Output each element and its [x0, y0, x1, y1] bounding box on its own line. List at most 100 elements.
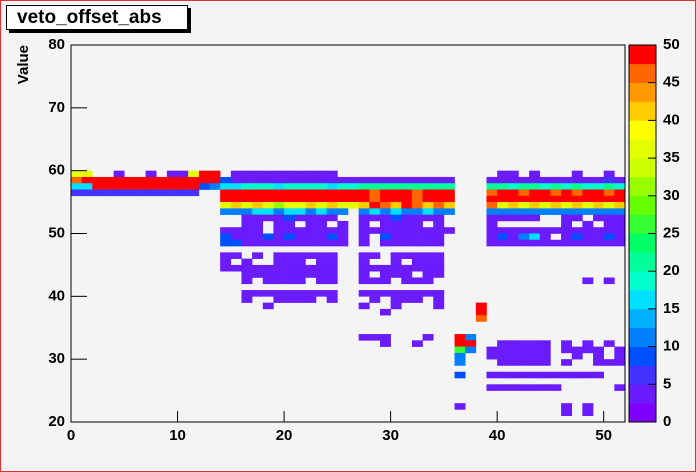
heatmap-cell [337, 233, 349, 241]
heatmap-cell [411, 264, 423, 272]
color-swatch [629, 63, 656, 83]
heatmap-cell [358, 239, 370, 247]
heatmap-cell [497, 195, 509, 203]
heatmap-cell [390, 227, 402, 234]
heatmap-cell [209, 183, 221, 190]
chart-title: veto_offset_abs [17, 7, 162, 28]
heatmap-cell [561, 189, 573, 197]
heatmap-cell [294, 264, 306, 272]
heatmap-cell [294, 176, 306, 184]
heatmap-cell [518, 208, 530, 215]
heatmap-cell [294, 233, 306, 241]
heatmap-cell [465, 334, 477, 341]
heatmap-cell [603, 176, 615, 184]
heatmap-cell [507, 359, 519, 366]
heatmap-cell [230, 176, 242, 184]
heatmap-cell [358, 189, 370, 197]
heatmap-cell [582, 195, 594, 203]
heatmap-cell [348, 176, 359, 184]
heatmap-cell [433, 290, 445, 297]
z-tick-label: 30 [663, 187, 680, 204]
heatmap-cell [326, 233, 338, 241]
heatmap-cell [326, 239, 338, 247]
heatmap-cell [539, 371, 551, 379]
heatmap-cell [316, 271, 327, 278]
heatmap-cell [507, 214, 519, 222]
heatmap-cell [422, 264, 434, 272]
heatmap-cell [252, 220, 264, 228]
heatmap-cell [305, 296, 317, 303]
heatmap-cell [273, 195, 285, 203]
heatmap-cell [454, 334, 466, 341]
heatmap-cell [284, 202, 296, 209]
heatmap-cell [284, 252, 296, 259]
heatmap-cell [326, 258, 338, 266]
heatmap-cell [262, 189, 274, 197]
heatmap-cell [539, 239, 551, 247]
color-swatch [629, 365, 656, 385]
heatmap-cell [379, 220, 391, 228]
heatmap-cell [518, 346, 530, 354]
heatmap-cell [582, 202, 594, 209]
heatmap-cell [529, 384, 541, 391]
heatmap-cell [571, 346, 583, 354]
heatmap-cell [241, 271, 253, 278]
heatmap-cell [252, 214, 264, 222]
heatmap-cell [507, 195, 519, 203]
heatmap-cell [401, 233, 413, 241]
heatmap-cell [507, 183, 519, 190]
heatmap-cell [571, 202, 583, 209]
heatmap-cell [262, 271, 274, 278]
heatmap-cell [145, 170, 157, 178]
heatmap-cell [326, 296, 338, 303]
heatmap-cell [497, 359, 509, 366]
heatmap-cell [358, 176, 370, 184]
heatmap-cell [443, 208, 455, 215]
heatmap-cell [401, 277, 413, 285]
heatmap-cell [379, 340, 391, 347]
heatmap-cell [326, 183, 338, 190]
heatmap-cell [369, 290, 381, 297]
heatmap-cell [358, 220, 370, 228]
color-swatch [629, 346, 656, 366]
x-tick-label: 20 [276, 427, 293, 444]
heatmap-cell [603, 214, 615, 222]
heatmap-cell [337, 202, 349, 209]
heatmap-cell [305, 239, 317, 247]
heatmap-cell [305, 290, 317, 297]
heatmap-cell [220, 176, 232, 184]
heatmap-cell [497, 176, 509, 184]
heatmap-cell [294, 183, 306, 190]
heatmap-cell [529, 170, 541, 178]
heatmap-cell [593, 208, 604, 215]
heatmap-cell [316, 202, 327, 209]
heatmap-cell [390, 176, 402, 184]
heatmap-cell [241, 170, 253, 178]
heatmap-cell [305, 170, 317, 178]
heatmap-cell [539, 227, 551, 234]
heatmap-cell [401, 252, 413, 259]
heatmap-cell [433, 296, 445, 303]
heatmap-cell [390, 189, 402, 197]
color-swatch [629, 327, 656, 347]
heatmap-cell [241, 290, 253, 297]
heatmap-cell [369, 227, 381, 234]
heatmap-cell [486, 176, 498, 184]
heatmap-cell [422, 183, 434, 190]
heatmap-cell [529, 233, 541, 241]
heatmap-cell [486, 352, 498, 360]
heatmap-cell [561, 220, 573, 228]
heatmap-cell [241, 258, 253, 266]
heatmap-cell [294, 296, 306, 303]
heatmap-cell [188, 183, 200, 190]
heatmap-cell [241, 214, 253, 222]
heatmap-cell [305, 176, 317, 184]
heatmap-cell [326, 290, 338, 297]
heatmap-cell [401, 264, 413, 272]
x-tick-label: 50 [595, 427, 612, 444]
z-tick-label: 40 [663, 111, 680, 128]
heatmap-cell [550, 239, 562, 247]
heatmap-cell [507, 208, 519, 215]
heatmap-cell [411, 227, 423, 234]
y-tick-label: 20 [48, 413, 65, 430]
